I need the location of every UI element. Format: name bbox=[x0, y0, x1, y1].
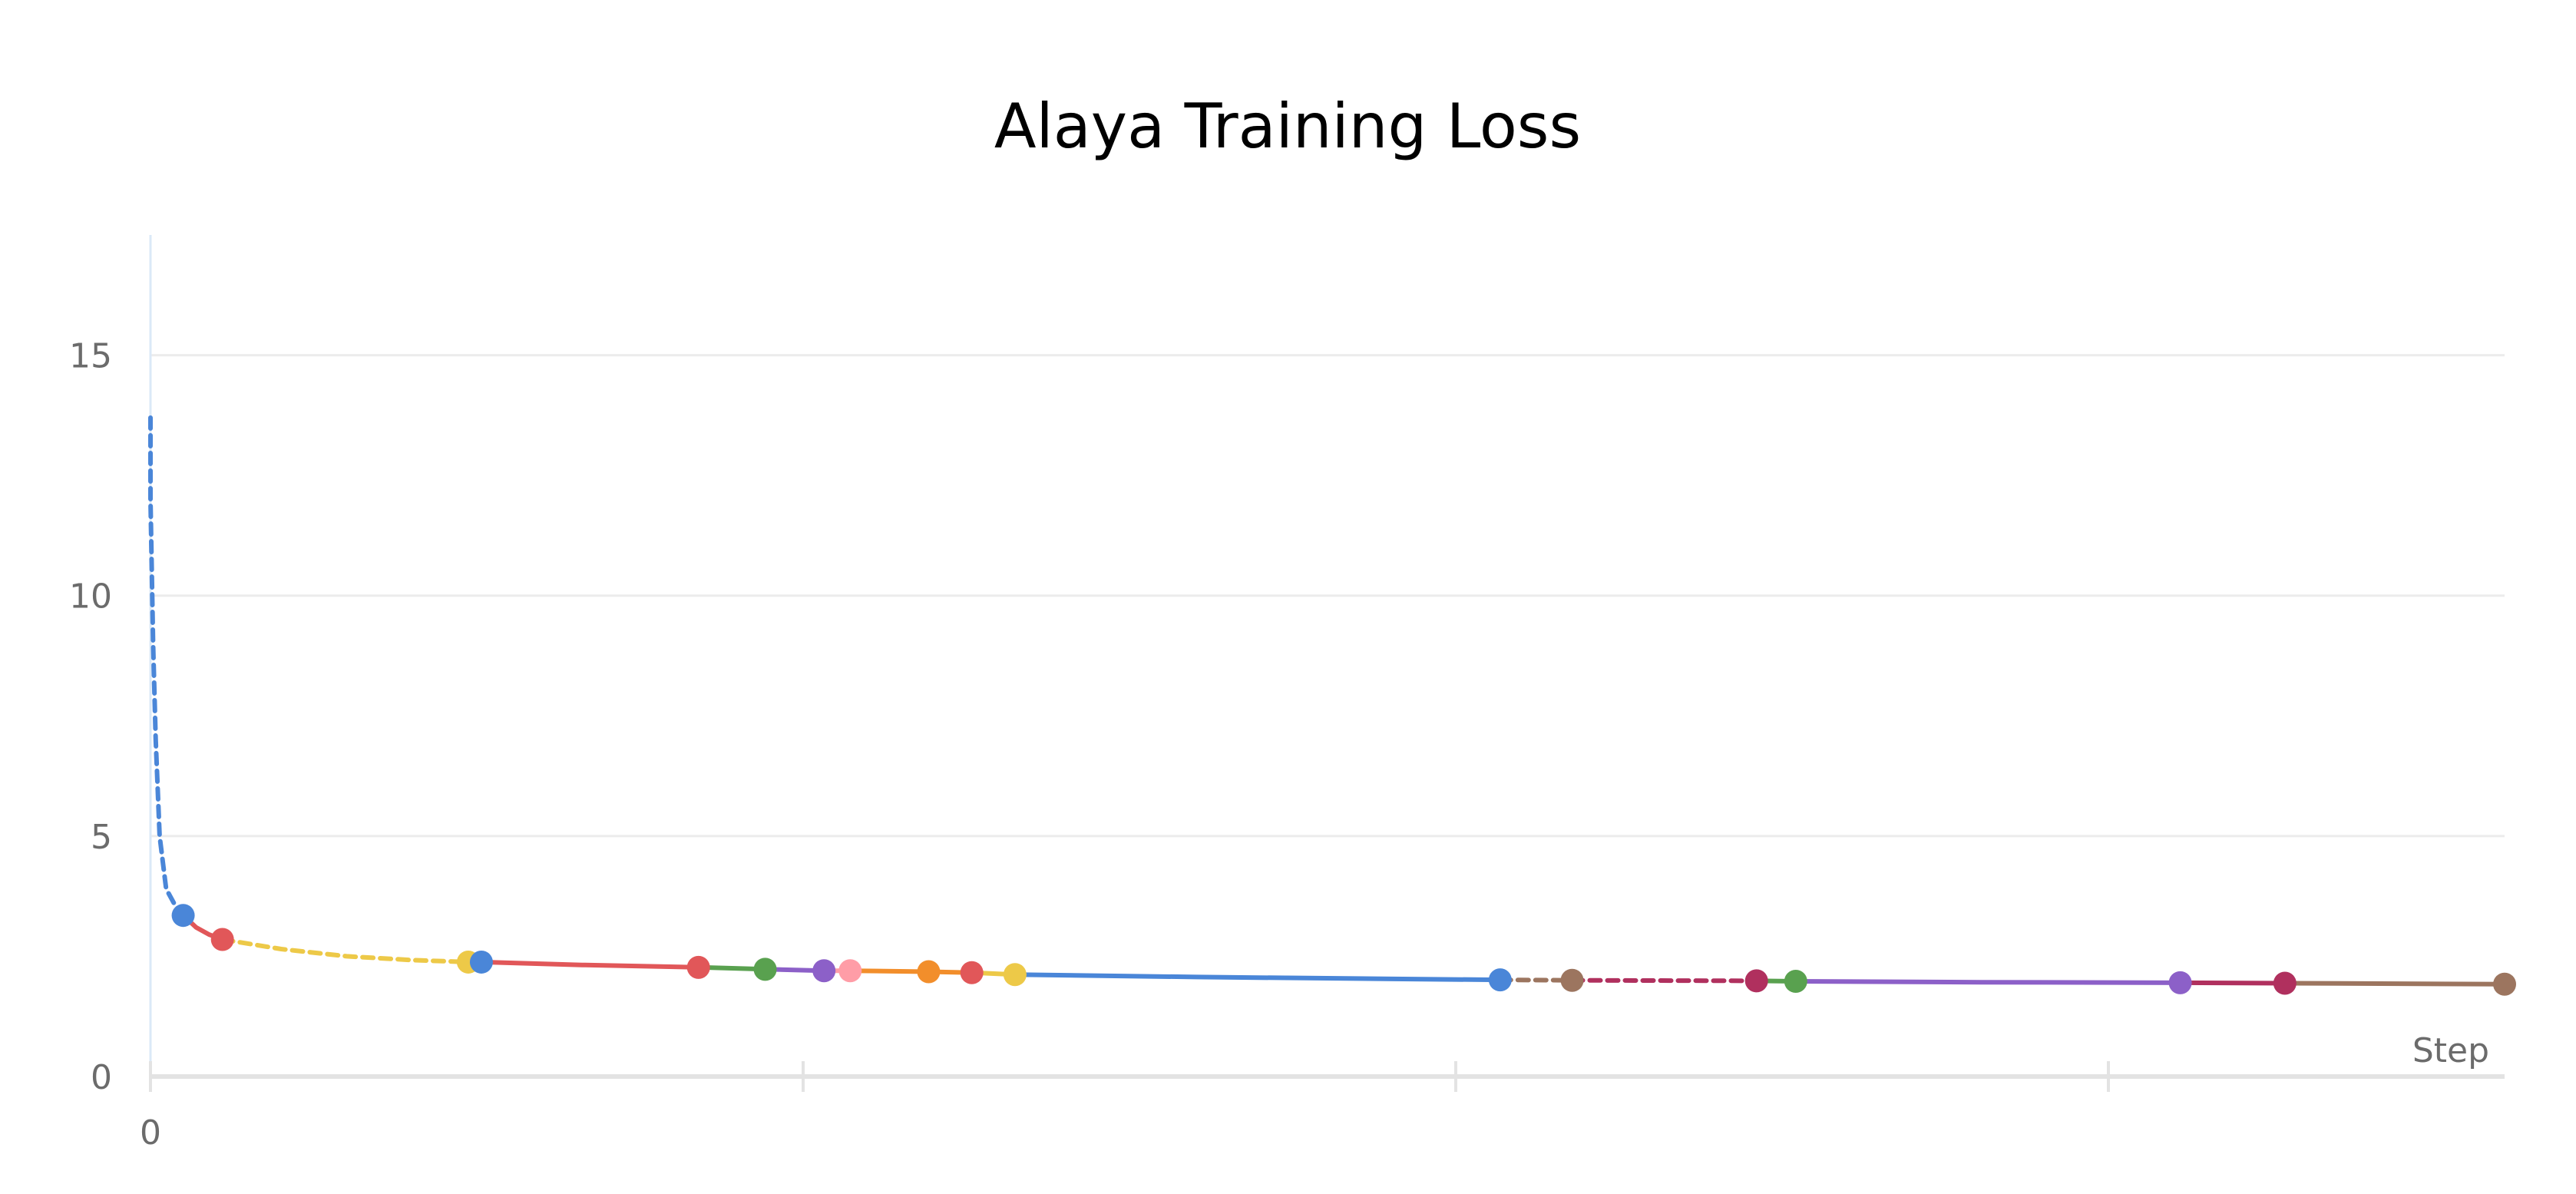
run-marker bbox=[2168, 971, 2192, 994]
run-marker bbox=[210, 928, 234, 951]
run-marker bbox=[812, 959, 836, 983]
loss-series-line bbox=[148, 415, 186, 918]
loss-series-line bbox=[848, 968, 974, 975]
run-markers bbox=[171, 904, 2516, 996]
run-marker bbox=[838, 959, 862, 983]
run-marker bbox=[171, 904, 195, 928]
loss-series bbox=[148, 415, 2507, 987]
run-marker bbox=[960, 961, 984, 984]
run-marker bbox=[1560, 968, 1584, 992]
x-axis-label: Step bbox=[2412, 1031, 2489, 1070]
loss-series-line bbox=[1497, 977, 1575, 983]
loss-series-line bbox=[1012, 972, 1503, 983]
run-marker bbox=[1784, 969, 1807, 993]
y-tick-label: 15 bbox=[69, 337, 112, 376]
run-marker bbox=[686, 955, 710, 979]
run-marker bbox=[1488, 968, 1512, 992]
grid bbox=[149, 235, 2505, 1077]
run-marker bbox=[1003, 963, 1027, 987]
x-tick-label: 0 bbox=[140, 1113, 161, 1153]
y-tick-label: 0 bbox=[91, 1058, 112, 1097]
run-marker bbox=[469, 950, 493, 974]
loss-series-line bbox=[1793, 979, 2183, 985]
loss-series-line bbox=[2178, 980, 2287, 986]
run-marker bbox=[1744, 969, 1768, 993]
x-axis bbox=[149, 1061, 2505, 1092]
chart-title: Alaya Training Loss bbox=[994, 91, 1581, 162]
y-tick-label: 5 bbox=[91, 818, 112, 857]
run-marker bbox=[917, 960, 941, 984]
loss-series-line bbox=[220, 937, 471, 964]
run-marker bbox=[753, 958, 777, 981]
run-marker bbox=[2273, 971, 2297, 995]
y-tick-label: 10 bbox=[69, 577, 112, 617]
tick-labels: 0 5 10 15 0 bbox=[69, 337, 161, 1153]
loss-series-line bbox=[478, 959, 701, 970]
run-marker bbox=[2493, 972, 2516, 996]
